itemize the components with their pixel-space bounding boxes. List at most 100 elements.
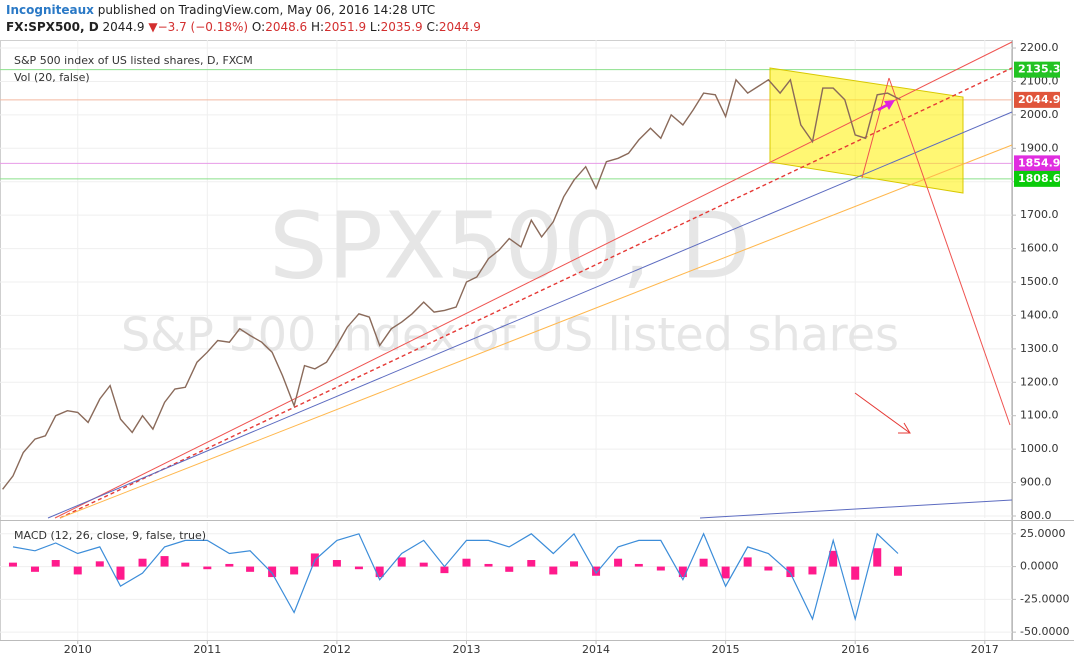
y-tick-label: 25.0000 — [1020, 527, 1066, 540]
ohlc-value: 2044.9 — [438, 20, 481, 34]
histogram-bar — [549, 566, 558, 575]
watermark-subtitle: S&P 500 index of US listed shares — [121, 308, 899, 362]
y-tick-label: -50.0000 — [1020, 625, 1069, 638]
change: −3.7 (−0.18%) — [157, 20, 249, 34]
histogram-bar — [527, 560, 536, 567]
histogram-bar — [614, 558, 623, 567]
histogram-bar — [656, 566, 665, 571]
price-label: 1854.9 — [1018, 156, 1060, 169]
histogram-bar — [8, 562, 17, 567]
arrow-head — [898, 422, 911, 434]
trend-line — [59, 144, 1013, 519]
x-tick-label: 2012 — [323, 643, 351, 656]
trend-line — [699, 499, 1013, 519]
histogram-bar — [332, 560, 341, 567]
histogram-bar — [116, 566, 125, 580]
projection — [888, 77, 1011, 426]
author[interactable]: Incogniteaux — [6, 3, 94, 17]
ohlc-label: L: — [369, 20, 381, 34]
histogram-bar — [721, 566, 730, 579]
price-label-box — [1014, 170, 1060, 187]
histogram-bar — [570, 561, 579, 567]
projection — [861, 77, 890, 179]
histogram-bar — [268, 566, 277, 578]
x-tick-label: 2015 — [712, 643, 740, 656]
y-tick-label: 1700.0 — [1020, 208, 1059, 221]
ohlc-value: 2035.9 — [380, 20, 423, 34]
histogram-bar — [203, 566, 212, 570]
data-layer — [2, 78, 902, 622]
histogram-bar — [634, 563, 643, 567]
down-icon: ▼ — [148, 20, 158, 34]
quote-row: FX:SPX500, D 2044.9 ▼−3.7 (−0.18%) O: 204… — [6, 19, 481, 36]
x-tick-label: 2016 — [841, 643, 869, 656]
histogram-bar — [743, 557, 752, 567]
histogram-bar — [505, 566, 514, 572]
y-tick-label: 2100.0 — [1020, 74, 1059, 87]
symbol: FX:SPX500, D — [6, 20, 99, 34]
publish-row: Incogniteaux published on TradingView.co… — [6, 2, 481, 19]
last: 2044.9 — [102, 20, 145, 34]
y-tick-label: 900.0 — [1020, 476, 1052, 489]
histogram-bar — [51, 560, 60, 567]
histogram-bar — [484, 563, 493, 567]
y-tick-label: 1200.0 — [1020, 375, 1059, 388]
histogram-bar — [73, 566, 82, 575]
x-tick-label: 2014 — [582, 643, 610, 656]
price-line — [2, 78, 901, 490]
price-label: 2135.3 — [1018, 63, 1060, 76]
ohlc-label: O: — [251, 20, 266, 34]
watermark: SPX500, D — [269, 192, 751, 299]
published: published on TradingView.com, May 06, 20… — [97, 3, 436, 17]
macd-line — [12, 532, 899, 622]
price-label-box — [1014, 155, 1060, 172]
histogram-bar — [246, 566, 255, 572]
x-tick-label: 2011 — [193, 643, 221, 656]
histogram-bar — [225, 563, 234, 567]
histogram-bar — [354, 566, 363, 570]
histogram-bar — [181, 562, 190, 567]
macd-legend: MACD (12, 26, close, 9, false, true) — [14, 529, 206, 542]
histogram-bar — [851, 566, 860, 580]
y-tick-label: 2000.0 — [1020, 108, 1059, 121]
ohlc-value: 2051.9 — [324, 20, 367, 34]
y-tick-label: 1500.0 — [1020, 275, 1059, 288]
histogram-bar — [873, 548, 882, 567]
y-tick-label: -25.0000 — [1020, 592, 1069, 605]
arrow — [854, 392, 911, 434]
y-tick-label: 2200.0 — [1020, 41, 1059, 54]
y-tick-label: 0.0000 — [1020, 560, 1059, 573]
ohlc-label: H: — [311, 20, 325, 34]
price-label-box — [1014, 91, 1060, 108]
histogram-bar — [462, 558, 471, 567]
histogram-bar — [699, 558, 708, 567]
histogram-bar — [290, 566, 299, 575]
histogram-bar — [893, 566, 902, 576]
y-tick-label: 1000.0 — [1020, 442, 1059, 455]
series-legend: S&P 500 index of US listed shares, D, FX… — [14, 54, 253, 67]
y-tick-label: 1600.0 — [1020, 242, 1059, 255]
histogram-bar — [786, 566, 795, 578]
y-tick-label: 800.0 — [1020, 509, 1052, 522]
y-tick-label: 1300.0 — [1020, 342, 1059, 355]
header: Incogniteaux published on TradingView.co… — [6, 2, 481, 36]
volume-legend: Vol (20, false) — [14, 71, 90, 84]
grid — [0, 40, 1012, 640]
x-tick-label: 2017 — [971, 643, 999, 656]
histogram-bar — [160, 556, 169, 567]
price-label: 2044.9 — [1018, 93, 1060, 106]
ohlc-label: C: — [426, 20, 439, 34]
trend-line — [54, 41, 1013, 519]
histogram-bar — [95, 561, 104, 567]
y-tick-label: 1400.0 — [1020, 308, 1059, 321]
histogram-bar — [808, 566, 817, 575]
histogram-bar — [30, 566, 39, 572]
histogram-bar — [829, 550, 838, 567]
histogram-bar — [375, 566, 384, 578]
histogram-bar — [440, 566, 449, 574]
y-tick-label: 1100.0 — [1020, 409, 1059, 422]
trend-line — [59, 67, 1013, 519]
histogram-bar — [419, 562, 428, 567]
